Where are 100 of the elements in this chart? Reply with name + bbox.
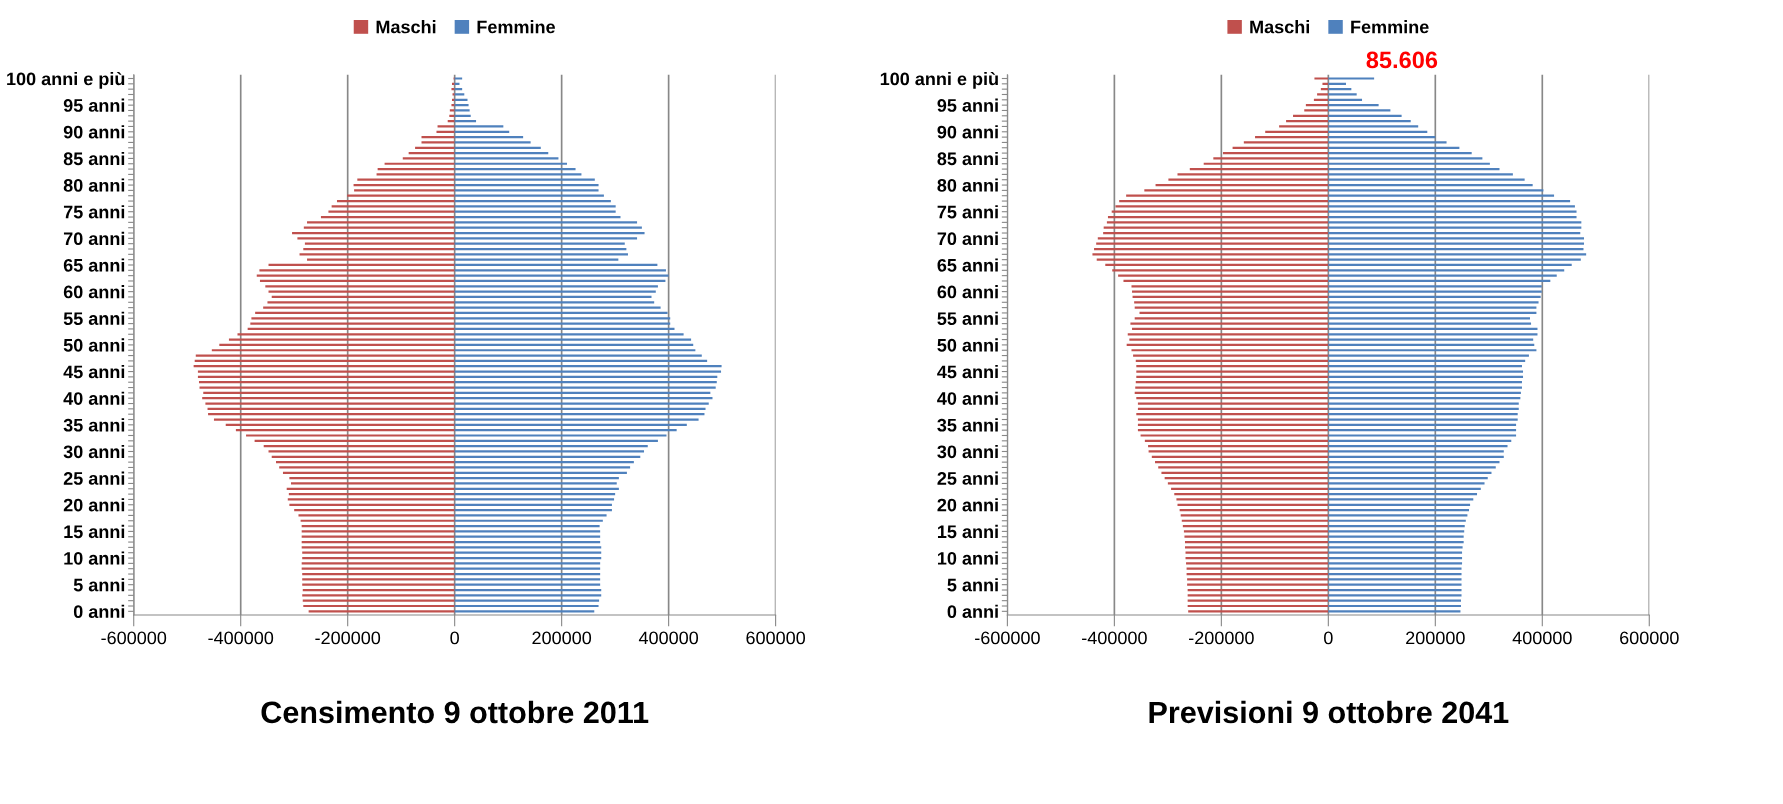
bar [1328, 114, 1402, 117]
y-tick-label: 35 anni [937, 418, 998, 432]
bar [449, 114, 455, 117]
bar [377, 167, 455, 171]
bar [454, 482, 617, 485]
bar [1328, 157, 1483, 160]
bar [302, 583, 455, 586]
bar [1183, 530, 1329, 533]
bar [1328, 178, 1525, 181]
bar [1328, 402, 1519, 405]
bar [1328, 503, 1471, 506]
bar [1328, 263, 1572, 267]
bar [237, 333, 455, 336]
bar [1317, 93, 1329, 96]
y-tick-label: 30 anni [63, 444, 125, 459]
legend-label: Femmine [1351, 20, 1429, 34]
bar [205, 402, 455, 405]
legend-label: Maschi [376, 20, 436, 34]
bar [1328, 258, 1581, 261]
y-tick-label: 65 anni [937, 258, 998, 272]
bar [1328, 418, 1518, 421]
bar [454, 402, 709, 405]
y-tick-label: 80 anni [63, 178, 125, 192]
bar [1328, 274, 1557, 277]
bar [1158, 466, 1329, 469]
bar [263, 306, 455, 309]
bar [1135, 386, 1329, 389]
bar [1328, 322, 1532, 325]
bar [449, 109, 455, 112]
bar [265, 285, 455, 288]
bar [246, 434, 455, 437]
bar [1328, 306, 1537, 309]
bar [302, 556, 455, 560]
bar [1328, 524, 1465, 528]
bar [1137, 418, 1329, 421]
x-tick-label: -200000 [1189, 631, 1254, 645]
bar [213, 418, 455, 421]
bar [198, 381, 455, 384]
bar [282, 471, 455, 474]
bar [1328, 530, 1465, 533]
bar [454, 530, 601, 533]
y-tick-label: 50 anni [63, 338, 125, 352]
bar [1134, 306, 1329, 309]
bar [1328, 455, 1504, 458]
x-tick-label: 600000 [746, 631, 806, 645]
bar [1328, 461, 1500, 464]
bar [454, 157, 559, 160]
y-tick-label: 5 anni [73, 578, 125, 592]
bar [1328, 215, 1577, 219]
bar [376, 173, 455, 176]
bar [454, 498, 615, 501]
bar [289, 477, 455, 480]
bar [287, 498, 455, 501]
bar [454, 98, 468, 101]
y-tick-label: 95 anni [937, 98, 998, 112]
bar [1328, 423, 1517, 426]
bar [454, 173, 582, 176]
bar [421, 141, 455, 144]
bar [1177, 173, 1329, 176]
bar [1328, 588, 1462, 592]
legend-label: Maschi [1250, 20, 1310, 34]
bar [454, 109, 470, 112]
bar [1328, 93, 1357, 96]
bar [1328, 508, 1470, 512]
bar [1328, 407, 1519, 410]
bar [1328, 141, 1447, 144]
bar [259, 269, 455, 272]
bar [454, 434, 667, 437]
bar [1328, 317, 1530, 320]
x-tick-label: 200000 [1406, 631, 1465, 645]
bar [1161, 471, 1329, 474]
bar [1328, 572, 1462, 576]
bar [1130, 322, 1329, 325]
y-tick-label: 80 anni [937, 178, 998, 192]
bar [454, 93, 465, 96]
bar [1328, 594, 1462, 597]
bar [1328, 194, 1555, 197]
y-tick-label: 35 anni [63, 418, 125, 432]
bar [1328, 125, 1419, 128]
y-tick-label: 20 anni [937, 498, 998, 512]
bar [1328, 477, 1488, 480]
bar [219, 343, 455, 347]
bar [451, 82, 455, 85]
bar [195, 354, 455, 357]
y-tick-label: 55 anni [63, 311, 125, 325]
x-tick-label: -600000 [975, 631, 1040, 645]
y-tick-label: 55 anni [937, 311, 998, 325]
bar [1167, 482, 1329, 485]
bar [289, 503, 455, 506]
bar [1328, 599, 1461, 602]
bar [1328, 290, 1542, 293]
y-tick-label: 100 anni e più [7, 71, 125, 89]
bar [1328, 151, 1472, 155]
bar [1314, 77, 1329, 80]
bar [1140, 434, 1329, 437]
bar [451, 104, 455, 107]
bar [1123, 279, 1329, 283]
bar [1328, 487, 1481, 490]
bar [1304, 109, 1329, 112]
bar [1243, 141, 1329, 144]
